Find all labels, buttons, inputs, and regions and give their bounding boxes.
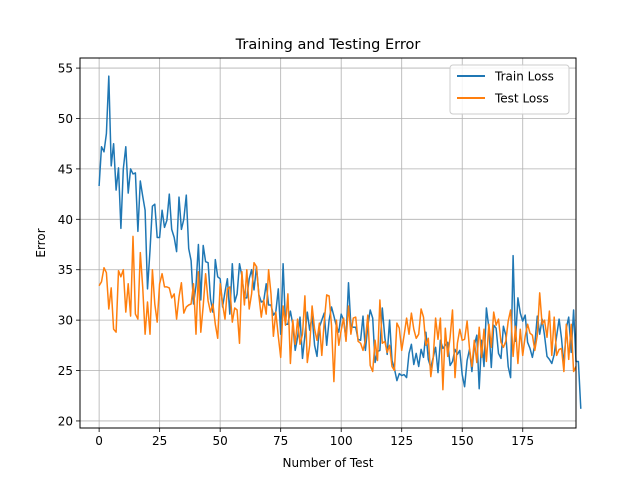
x-tick-label: 75: [273, 434, 288, 448]
y-axis-label: Error: [34, 228, 48, 257]
y-tick-label: 30: [58, 314, 73, 328]
series-line-test-loss: [98, 235, 577, 391]
chart-title: Training and Testing Error: [235, 37, 421, 53]
legend-label-train-loss: Train Loss: [494, 70, 554, 84]
x-tick-label: 100: [330, 434, 353, 448]
axis-ticks: 0 25 50 75 100 125 150 175 20 25 30 35 40 45 50 55: [58, 62, 534, 448]
y-tick-label: 55: [58, 62, 73, 76]
x-tick-label: 50: [213, 434, 228, 448]
x-tick-label: 125: [390, 434, 413, 448]
y-tick-label: 20: [58, 414, 73, 428]
x-tick-label: 0: [95, 434, 103, 448]
legend-box: [449, 64, 570, 115]
legend: Train Loss Test Loss: [449, 64, 570, 115]
series-line-train-loss: [98, 75, 582, 409]
y-tick-label: 50: [58, 112, 73, 126]
y-tick-label: 45: [58, 162, 73, 176]
series-lines: [98, 75, 582, 409]
y-tick-label: 40: [58, 213, 73, 227]
x-tick-label: 150: [451, 434, 474, 448]
plot-frame: [79, 57, 577, 429]
y-tick-label: 25: [58, 364, 73, 378]
legend-label-test-loss: Test Loss: [494, 92, 549, 106]
x-tick-label: 25: [152, 434, 167, 448]
x-axis-label: Number of Test: [282, 456, 373, 470]
y-tick-label: 35: [58, 263, 73, 277]
x-tick-label: 175: [511, 434, 534, 448]
